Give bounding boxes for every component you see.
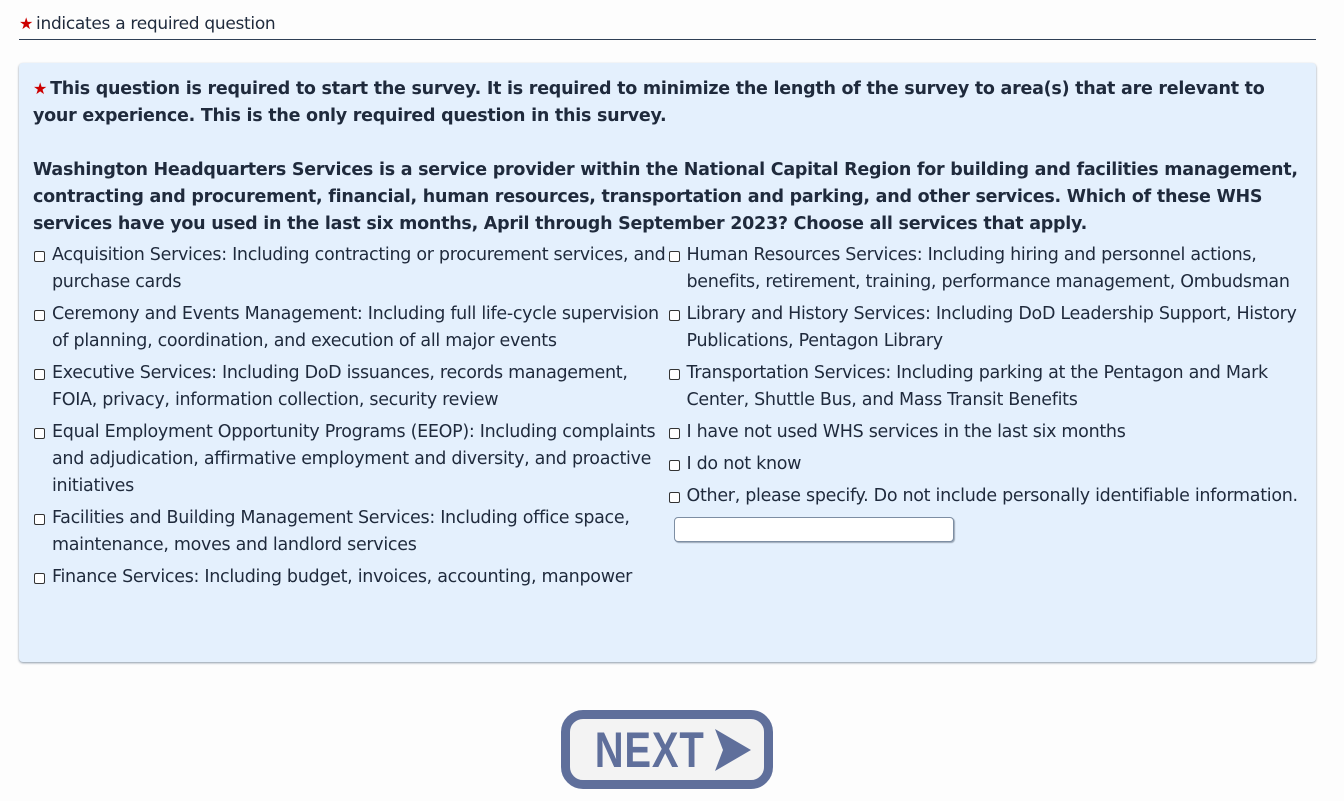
option-checkbox[interactable] [668, 310, 680, 321]
option-item[interactable]: Ceremony and Events Management: Includin… [33, 301, 668, 355]
option-label[interactable]: I do not know [686, 454, 802, 474]
required-legend: ★ indicates a required question [19, 14, 1316, 40]
option-item[interactable]: Transportation Services: Including parki… [668, 360, 1303, 414]
option-checkbox[interactable] [668, 460, 680, 471]
option-label[interactable]: Equal Employment Opportunity Programs (E… [52, 422, 656, 496]
option-checkbox[interactable] [668, 369, 680, 380]
option-item[interactable]: Facilities and Building Management Servi… [33, 505, 668, 559]
option-label[interactable]: Acquisition Services: Including contract… [52, 245, 666, 292]
option-checkbox[interactable] [34, 573, 45, 584]
required-star-icon: ★ [33, 79, 48, 98]
option-item[interactable]: I do not know [668, 451, 1303, 478]
option-checkbox[interactable] [34, 251, 45, 262]
option-item[interactable]: Equal Employment Opportunity Programs (E… [33, 419, 668, 500]
option-item[interactable]: Library and History Services: Including … [668, 301, 1303, 355]
option-checkbox[interactable] [34, 428, 45, 439]
option-checkbox[interactable] [34, 310, 45, 321]
arrow-right-icon [714, 728, 751, 771]
legend-text: indicates a required question [36, 14, 276, 34]
required-star-icon: ★ [19, 14, 34, 33]
option-label[interactable]: Ceremony and Events Management: Includin… [52, 304, 659, 351]
option-label[interactable]: Transportation Services: Including parki… [686, 363, 1269, 410]
option-label[interactable]: I have not used WHS services in the last… [686, 422, 1126, 442]
next-button[interactable]: NEXT [561, 710, 773, 789]
option-label[interactable]: Finance Services: Including budget, invo… [52, 567, 633, 587]
option-checkbox[interactable] [668, 428, 680, 439]
option-item[interactable]: Finance Services: Including budget, invo… [33, 564, 668, 591]
option-item[interactable]: Other, please specify. Do not include pe… [668, 483, 1303, 510]
option-item[interactable]: I have not used WHS services in the last… [668, 419, 1303, 446]
option-item[interactable]: Executive Services: Including DoD issuan… [33, 360, 668, 414]
option-label[interactable]: Facilities and Building Management Servi… [52, 508, 630, 555]
option-item[interactable]: Human Resources Services: Including hiri… [668, 242, 1303, 296]
option-checkbox[interactable] [668, 492, 680, 503]
option-item[interactable]: Acquisition Services: Including contract… [33, 242, 668, 296]
question-prompt: Washington Headquarters Services is a se… [33, 160, 1298, 234]
option-label[interactable]: Library and History Services: Including … [686, 304, 1297, 351]
options-left-column: Acquisition Services: Including contract… [33, 242, 668, 596]
option-label[interactable]: Other, please specify. Do not include pe… [686, 486, 1299, 506]
options-right-column: Human Resources Services: Including hiri… [668, 242, 1303, 596]
question-panel: ★ This question is required to start the … [19, 63, 1316, 662]
question-text: ★ This question is required to start the … [33, 75, 1302, 238]
option-label[interactable]: Executive Services: Including DoD issuan… [52, 363, 628, 410]
option-label[interactable]: Human Resources Services: Including hiri… [686, 245, 1290, 292]
option-checkbox[interactable] [34, 514, 45, 525]
option-checkbox[interactable] [34, 369, 45, 380]
option-checkbox[interactable] [668, 251, 680, 262]
required-note: This question is required to start the s… [33, 79, 1265, 126]
other-specify-input[interactable] [673, 517, 954, 542]
next-label: NEXT [595, 721, 705, 778]
